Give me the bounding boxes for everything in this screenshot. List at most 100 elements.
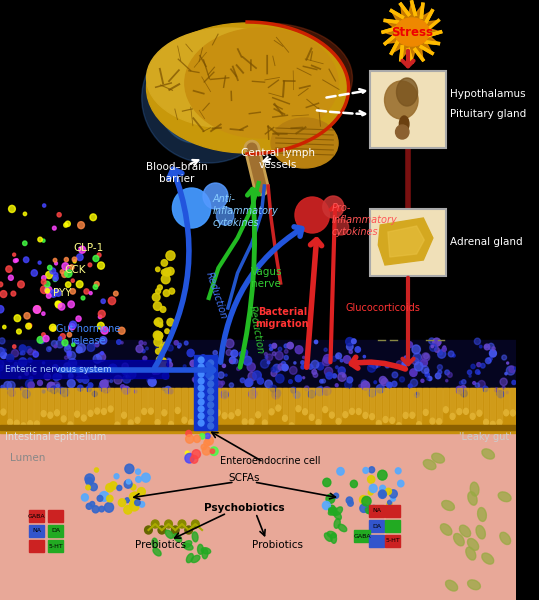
Ellipse shape (459, 525, 471, 537)
Circle shape (387, 502, 392, 507)
Circle shape (161, 260, 168, 266)
Circle shape (336, 353, 342, 359)
Circle shape (151, 520, 159, 528)
Circle shape (446, 379, 448, 382)
Circle shape (53, 272, 58, 278)
Text: 5-HT: 5-HT (48, 544, 63, 548)
Ellipse shape (195, 409, 200, 415)
Circle shape (156, 349, 161, 354)
Circle shape (200, 394, 203, 397)
Circle shape (375, 361, 381, 367)
Ellipse shape (15, 420, 19, 426)
Circle shape (245, 379, 252, 386)
Bar (8, 388, 12, 422)
Circle shape (44, 373, 51, 380)
Circle shape (344, 381, 352, 389)
Circle shape (247, 363, 255, 371)
Ellipse shape (328, 508, 337, 515)
Ellipse shape (88, 410, 93, 416)
Circle shape (93, 284, 98, 289)
Circle shape (190, 360, 196, 367)
Bar (68, 388, 73, 425)
Bar (202, 388, 207, 413)
Circle shape (322, 379, 326, 383)
Circle shape (67, 332, 72, 337)
Circle shape (86, 368, 91, 374)
Circle shape (282, 364, 288, 371)
Circle shape (497, 391, 504, 398)
Ellipse shape (128, 420, 133, 426)
Ellipse shape (255, 412, 260, 418)
Circle shape (50, 324, 56, 331)
Circle shape (287, 343, 293, 349)
Circle shape (19, 376, 21, 379)
Circle shape (163, 342, 168, 347)
Circle shape (260, 359, 269, 368)
Circle shape (200, 377, 207, 384)
Bar (34, 388, 39, 424)
Bar (142, 388, 147, 412)
Bar (222, 388, 227, 416)
Circle shape (273, 364, 281, 372)
Bar (29, 510, 44, 522)
Ellipse shape (243, 419, 247, 425)
Circle shape (348, 500, 353, 506)
Ellipse shape (464, 409, 468, 415)
Circle shape (101, 352, 103, 355)
Ellipse shape (108, 406, 113, 412)
Circle shape (161, 275, 170, 284)
Circle shape (486, 358, 491, 364)
Circle shape (217, 207, 234, 225)
Circle shape (11, 350, 18, 357)
Ellipse shape (276, 405, 281, 411)
Circle shape (171, 526, 179, 534)
Circle shape (136, 476, 141, 482)
Ellipse shape (183, 541, 192, 548)
Circle shape (379, 376, 386, 384)
Circle shape (44, 281, 50, 287)
Circle shape (396, 361, 403, 368)
Bar (464, 388, 468, 412)
Bar (376, 388, 381, 424)
Bar (430, 388, 435, 421)
Bar (189, 388, 194, 422)
Circle shape (469, 375, 471, 377)
Circle shape (186, 430, 191, 436)
Ellipse shape (68, 422, 73, 428)
Ellipse shape (156, 43, 233, 143)
Bar (216, 388, 220, 413)
Circle shape (105, 380, 107, 382)
Bar (108, 388, 113, 409)
Circle shape (57, 212, 61, 217)
Bar (385, 520, 400, 532)
Ellipse shape (209, 422, 213, 428)
Circle shape (102, 385, 110, 393)
Circle shape (127, 370, 136, 379)
Circle shape (139, 341, 143, 345)
Circle shape (185, 435, 194, 443)
Ellipse shape (444, 407, 448, 413)
Circle shape (47, 265, 52, 270)
Text: Gut hormone
release: Gut hormone release (56, 324, 120, 346)
Circle shape (0, 338, 5, 344)
Circle shape (369, 467, 375, 473)
Circle shape (478, 380, 485, 388)
Ellipse shape (336, 418, 341, 424)
Circle shape (424, 353, 429, 359)
Circle shape (289, 367, 297, 374)
Circle shape (9, 275, 13, 280)
Bar (0, 360, 168, 378)
Ellipse shape (185, 28, 338, 138)
Ellipse shape (75, 411, 79, 417)
Bar (450, 388, 455, 416)
Circle shape (137, 488, 146, 496)
Ellipse shape (430, 418, 435, 424)
Circle shape (410, 369, 417, 376)
Text: Glucocorticoids: Glucocorticoids (345, 303, 420, 313)
Circle shape (3, 349, 6, 352)
Text: CCK: CCK (64, 265, 86, 275)
Ellipse shape (399, 116, 409, 132)
Bar (101, 388, 106, 412)
Circle shape (167, 345, 173, 351)
Ellipse shape (490, 421, 495, 427)
